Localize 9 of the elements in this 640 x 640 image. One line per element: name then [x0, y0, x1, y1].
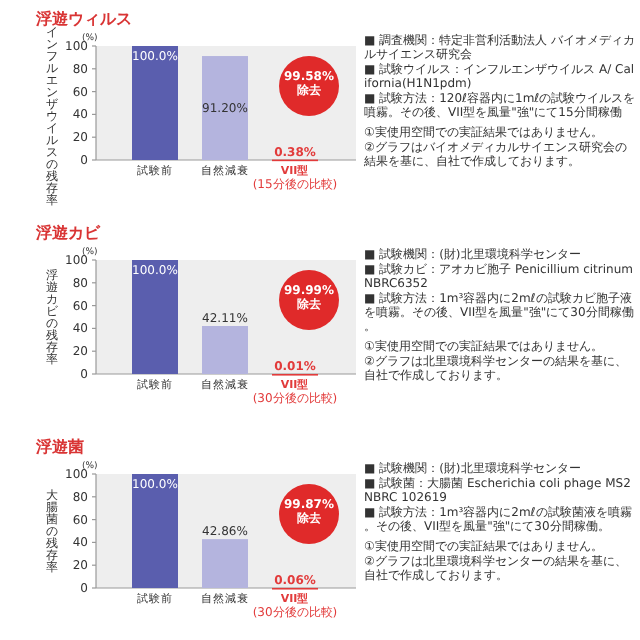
bar — [132, 46, 178, 160]
bar — [202, 56, 248, 160]
bar — [202, 325, 248, 374]
bar — [202, 539, 248, 588]
bar — [132, 260, 178, 374]
bar — [132, 474, 178, 588]
chart-title: 浮遊ウィルス — [34, 10, 132, 28]
chart-title: 浮遊菌 — [34, 438, 84, 456]
chart-title: 浮遊カビ — [34, 224, 102, 242]
